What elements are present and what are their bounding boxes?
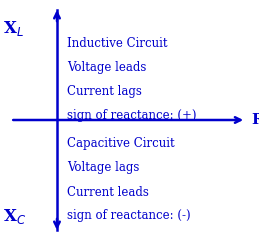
Text: R: R — [251, 113, 259, 127]
Text: X$_L$: X$_L$ — [3, 19, 24, 38]
Text: Voltage leads: Voltage leads — [67, 61, 147, 74]
Text: Current leads: Current leads — [67, 186, 149, 198]
Text: Voltage lags: Voltage lags — [67, 162, 140, 174]
Text: X$_C$: X$_C$ — [3, 206, 26, 226]
Text: Inductive Circuit: Inductive Circuit — [67, 37, 168, 50]
Text: sign of reactance: (-): sign of reactance: (-) — [67, 210, 191, 222]
Text: sign of reactance: (+): sign of reactance: (+) — [67, 109, 197, 122]
Text: Capacitive Circuit: Capacitive Circuit — [67, 138, 175, 150]
Text: Current lags: Current lags — [67, 85, 142, 98]
